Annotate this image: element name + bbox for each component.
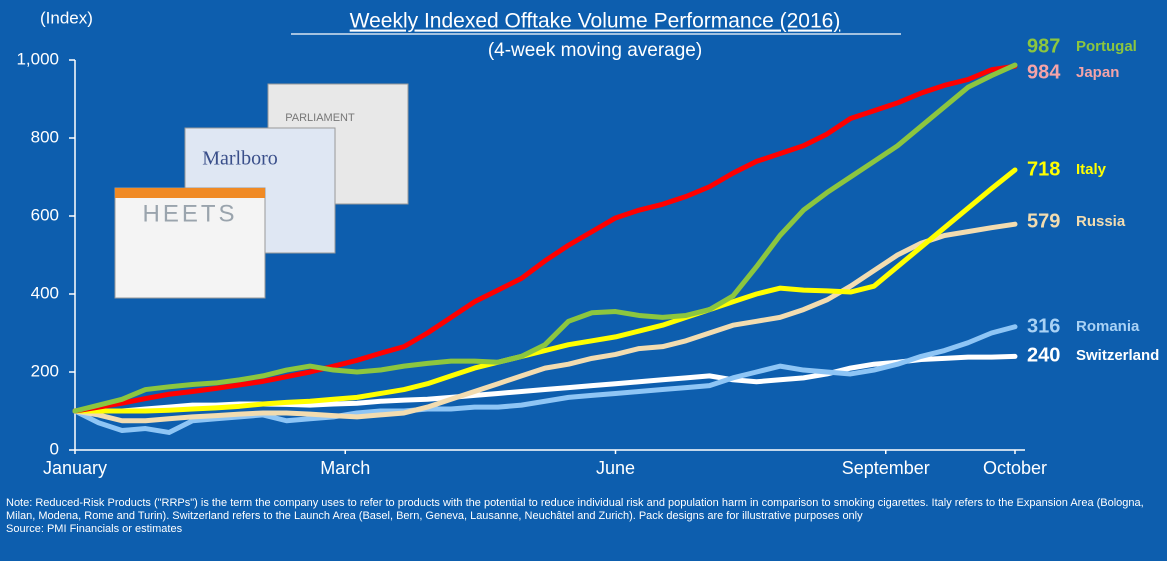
- chart-subtitle: (4-week moving average): [488, 40, 702, 61]
- series-name: Japan: [1076, 64, 1119, 81]
- pack-stripe: [115, 188, 265, 198]
- series-name: Portugal: [1076, 38, 1137, 55]
- end-value-label: 316: [1027, 315, 1060, 337]
- series-name: Russia: [1076, 213, 1126, 230]
- source: Source: PMI Financials or estimates: [6, 523, 183, 535]
- series-name: Switzerland: [1076, 347, 1159, 364]
- y-tick-label: 400: [31, 283, 59, 302]
- y-axis-label: (Index): [40, 8, 93, 27]
- series-line: [72, 62, 1018, 414]
- series-name: Romania: [1076, 318, 1140, 335]
- y-tick-label: 0: [50, 439, 59, 458]
- x-tick-label: June: [596, 458, 635, 478]
- series-name: Italy: [1076, 161, 1107, 178]
- x-tick-label: January: [43, 458, 107, 478]
- end-value-label: 987: [1027, 35, 1060, 57]
- chart: Weekly Indexed Offtake Volume Performanc…: [16, 8, 1159, 478]
- y-tick-label: 600: [31, 205, 59, 224]
- series-line: [72, 167, 1018, 414]
- pack-text: PARLIAMENT: [285, 112, 355, 124]
- series-line: [72, 221, 1018, 424]
- pack-text: HEETS: [142, 200, 237, 227]
- note: Note: Reduced-Risk Products ("RRPs") is …: [6, 497, 1144, 522]
- series-line: [72, 63, 1018, 414]
- y-tick-label: 800: [31, 127, 59, 146]
- x-tick-label: October: [983, 458, 1047, 478]
- series-line: [72, 324, 1018, 435]
- pack-text: Marlboro: [202, 148, 278, 170]
- packs: HEETS Marlboro PARLIAMENT: [114, 83, 409, 299]
- pack: [114, 187, 266, 299]
- end-value-label: 579: [1027, 210, 1060, 232]
- y-tick-label: 1,000: [16, 49, 59, 68]
- footnote: Note: Reduced-Risk Products ("RRPs") is …: [6, 497, 1156, 536]
- end-value-label: 718: [1027, 158, 1060, 180]
- x-tick-label: September: [842, 458, 930, 478]
- x-tick-label: March: [320, 458, 370, 478]
- chart-title: Weekly Indexed Offtake Volume Performanc…: [350, 10, 841, 33]
- end-value-label: 984: [1027, 61, 1061, 83]
- end-value-label: 240: [1027, 344, 1060, 366]
- y-tick-label: 200: [31, 361, 59, 380]
